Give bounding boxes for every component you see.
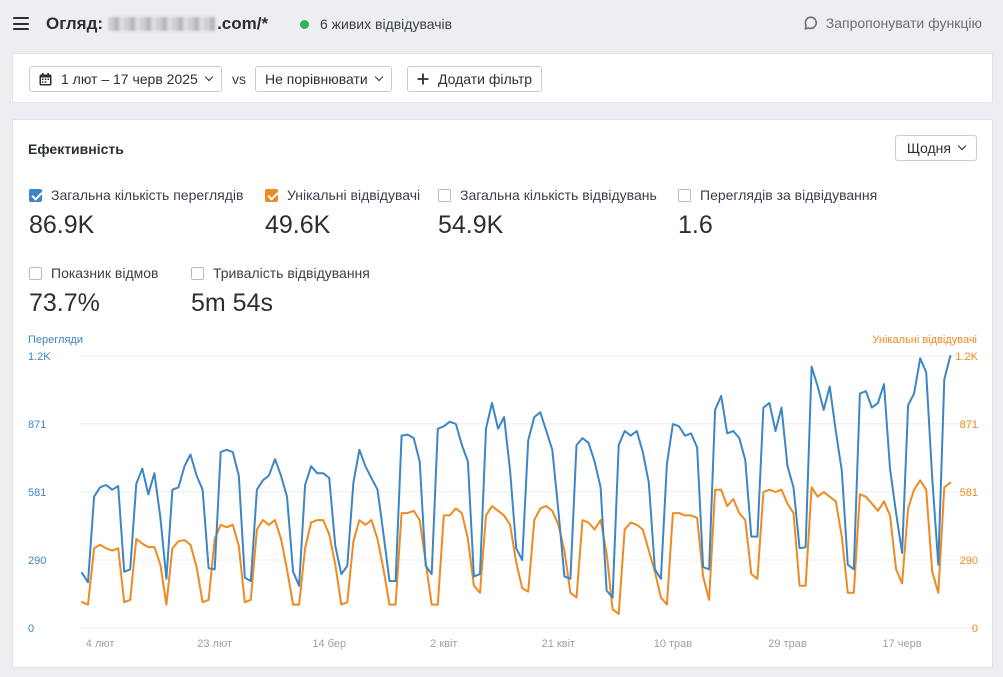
x-tick-label: 10 трав <box>654 638 693 650</box>
metric-value: 5m 54s <box>191 289 273 317</box>
metric-label: Тривалість відвідування <box>213 265 370 281</box>
metric-visits: Загальна кількість відвідувань 54.9K <box>438 187 657 240</box>
metric-toggle-unique-visitors[interactable]: Унікальні відвідувачі <box>265 187 420 203</box>
metric-label: Показник відмов <box>51 265 159 281</box>
metric-pageviews: Загальна кількість переглядів 86.9K <box>29 187 243 240</box>
compare-select[interactable]: Не порівнювати <box>255 66 392 92</box>
title-suffix: .com/* <box>217 14 269 33</box>
y-tick-label-right: 290 <box>960 555 978 567</box>
calendar-icon <box>39 72 52 85</box>
metric-value: 49.6K <box>265 211 331 239</box>
x-tick-label: 23 лют <box>197 638 232 650</box>
x-tick-label: 2 квіт <box>430 638 457 650</box>
metric-label: Унікальні відвідувачі <box>287 187 421 203</box>
checkbox-checked-icon[interactable] <box>29 188 42 202</box>
y-tick-label-left: 1.2K <box>28 351 51 363</box>
add-filter-button[interactable]: Додати фільтр <box>407 66 543 92</box>
x-tick-label: 21 квіт <box>542 638 575 650</box>
metric-toggle-bounce-rate[interactable]: Показник відмов <box>29 265 158 281</box>
interval-label: Щодня <box>906 140 951 156</box>
metric-value: 1.6 <box>678 211 713 239</box>
y-tick-label-left: 290 <box>28 555 46 567</box>
y-tick-label-right: 871 <box>960 419 978 431</box>
chat-bubble-icon <box>804 16 817 30</box>
left-axis-title: Перегляди <box>28 334 83 346</box>
x-tick-label: 29 трав <box>768 638 807 650</box>
live-dot-icon <box>300 19 309 29</box>
menu-icon[interactable] <box>13 17 29 30</box>
metric-label: Загальна кількість переглядів <box>51 187 244 203</box>
live-visitors-label: 6 живих відвідувачів <box>320 16 453 32</box>
suggest-feature-link[interactable]: Запропонувати функцію <box>804 15 982 31</box>
suggest-feature-label: Запропонувати функцію <box>825 15 982 31</box>
live-visitors: 6 живих відвідувачів <box>300 16 452 32</box>
compare-label: Не порівнювати <box>265 71 368 87</box>
vs-label: vs <box>232 71 246 87</box>
checkbox-checked-icon[interactable] <box>265 188 278 202</box>
interval-select[interactable]: Щодня <box>894 135 977 161</box>
metric-views-per-visit: Переглядів за відвідування 1.6 <box>678 187 877 240</box>
x-tick-label: 4 лют <box>86 638 115 650</box>
y-tick-label-left: 871 <box>28 419 46 431</box>
metric-value: 54.9K <box>438 211 504 239</box>
date-range-label: 1 лют – 17 черв 2025 <box>61 71 198 87</box>
metric-label: Переглядів за відвідування <box>700 187 878 203</box>
metric-bounce-rate: Показник відмов 73.7% <box>29 265 158 318</box>
chevron-down-icon <box>374 72 383 82</box>
metric-visit-duration: Тривалість відвідування 5m 54s <box>191 265 370 318</box>
metric-toggle-views-per-visit[interactable]: Переглядів за відвідування <box>678 187 877 203</box>
top-bar: Огляд: .com/* 6 живих відвідувачів Запро… <box>0 0 1003 48</box>
checkbox-icon[interactable] <box>438 188 451 202</box>
metric-toggle-pageviews[interactable]: Загальна кількість переглядів <box>29 187 243 203</box>
checkbox-icon[interactable] <box>29 266 42 280</box>
y-tick-label-right: 0 <box>972 623 978 635</box>
series-line <box>81 355 952 599</box>
title-prefix: Огляд: <box>46 14 104 33</box>
performance-chart: 0 0 290 290 581 581 871 871 1.2K 1.2K 4 лют 23 лют 1… <box>28 351 979 650</box>
metric-toggle-visits[interactable]: Загальна кількість відвідувань <box>438 187 657 203</box>
metric-toggle-visit-duration[interactable]: Тривалість відвідування <box>191 265 370 281</box>
metric-value: 73.7% <box>29 289 100 317</box>
performance-panel: Ефективність Щодня Загальна кількість пе… <box>12 119 993 668</box>
y-tick-label-left: 0 <box>28 623 34 635</box>
checkbox-icon[interactable] <box>191 266 204 280</box>
add-filter-label: Додати фільтр <box>438 71 533 87</box>
date-range-button[interactable]: 1 лют – 17 черв 2025 <box>29 66 222 92</box>
filter-bar: 1 лют – 17 черв 2025 vs Не порівнювати Д… <box>12 53 993 103</box>
chevron-down-icon <box>204 72 214 82</box>
y-tick-label-left: 581 <box>28 487 46 499</box>
plus-icon <box>417 73 429 85</box>
metric-unique-visitors: Унікальні відвідувачі 49.6K <box>265 187 420 240</box>
y-tick-label-right: 581 <box>960 487 978 499</box>
metric-label: Загальна кількість відвідувань <box>460 187 657 203</box>
y-tick-label-right: 1.2K <box>955 351 978 363</box>
checkbox-icon[interactable] <box>678 188 691 202</box>
right-axis-title: Унікальні відвідувачі <box>872 334 977 346</box>
x-tick-label: 17 черв <box>883 638 922 650</box>
panel-title: Ефективність <box>28 141 124 157</box>
series-line <box>81 479 952 615</box>
redacted-domain <box>108 17 217 31</box>
page-title: Огляд: .com/* <box>46 14 268 34</box>
metric-value: 86.9K <box>29 211 95 239</box>
x-tick-label: 14 бер <box>312 638 346 650</box>
